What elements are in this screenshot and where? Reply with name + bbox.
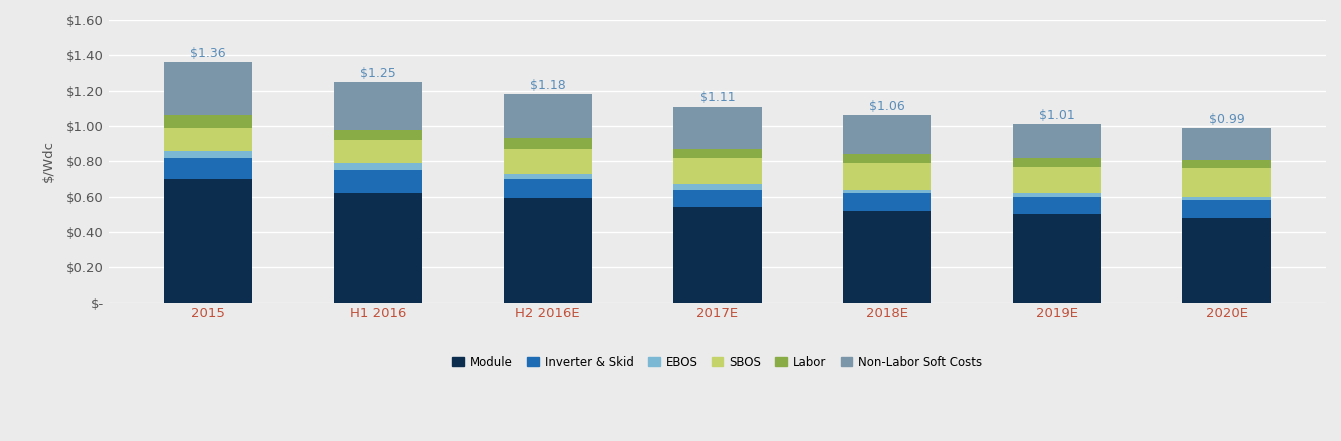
Bar — [164, 128, 252, 151]
Bar — [1012, 197, 1101, 214]
Legend: Module, Inverter & Skid, EBOS, SBOS, Labor, Non-Labor Soft Costs: Module, Inverter & Skid, EBOS, SBOS, Lab… — [448, 351, 987, 374]
Bar — [334, 140, 422, 163]
Bar — [504, 138, 591, 149]
Bar — [1183, 200, 1271, 218]
Bar — [1183, 160, 1271, 168]
Bar — [673, 184, 762, 190]
Bar — [164, 158, 252, 179]
Bar — [1012, 214, 1101, 303]
Bar — [164, 62, 252, 116]
Text: $1.01: $1.01 — [1039, 109, 1074, 122]
Text: $1.18: $1.18 — [530, 79, 566, 92]
Text: $1.06: $1.06 — [869, 100, 905, 113]
Bar — [673, 149, 762, 158]
Bar — [504, 179, 591, 198]
Bar — [504, 174, 591, 179]
Bar — [164, 151, 252, 158]
Bar — [504, 94, 591, 138]
Text: $1.25: $1.25 — [361, 67, 396, 80]
Bar — [1183, 128, 1271, 160]
Bar — [673, 107, 762, 149]
Y-axis label: $/Wdc: $/Wdc — [42, 140, 55, 182]
Bar — [334, 82, 422, 130]
Bar — [843, 116, 931, 154]
Bar — [843, 211, 931, 303]
Bar — [164, 179, 252, 303]
Text: $0.99: $0.99 — [1208, 112, 1244, 126]
Bar — [334, 163, 422, 170]
Bar — [334, 170, 422, 193]
Bar — [1183, 168, 1271, 197]
Bar — [673, 207, 762, 303]
Bar — [673, 190, 762, 207]
Bar — [843, 190, 931, 193]
Text: $1.11: $1.11 — [700, 91, 735, 105]
Bar — [1012, 158, 1101, 167]
Bar — [843, 193, 931, 211]
Bar — [504, 149, 591, 174]
Bar — [673, 158, 762, 184]
Bar — [334, 130, 422, 140]
Bar — [843, 163, 931, 190]
Bar — [1012, 193, 1101, 197]
Bar — [1012, 167, 1101, 193]
Bar — [504, 198, 591, 303]
Bar — [164, 116, 252, 128]
Bar — [843, 154, 931, 163]
Bar — [1183, 218, 1271, 303]
Bar — [334, 193, 422, 303]
Text: $1.36: $1.36 — [190, 47, 227, 60]
Bar — [1012, 124, 1101, 158]
Bar — [1183, 197, 1271, 200]
